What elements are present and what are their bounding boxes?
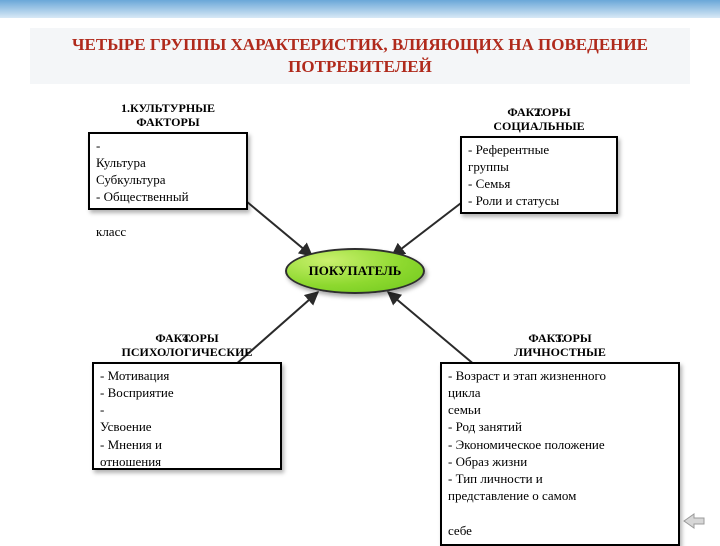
factor-box-social: 2. СОЦИАЛЬНЫЕ ФАКТОРЫ - Референтные груп… (460, 104, 618, 214)
nav-back-icon[interactable] (682, 512, 706, 530)
factor-box-personal: 3. ЛИЧНОСТНЫЕ ФАКТОРЫ - Возраст и этап ж… (440, 330, 680, 546)
box2-header: 2. СОЦИАЛЬНЫЕ ФАКТОРЫ (460, 104, 618, 136)
diagram-stage: ПОКУПАТЕЛЬ 1.КУЛЬТУРНЫЕ ФАКТОРЫ -Культур… (0, 0, 720, 540)
center-node-buyer: ПОКУПАТЕЛЬ (285, 248, 425, 294)
box1-body: -КультураСубкультура- Общественный класс (88, 132, 248, 210)
center-label: ПОКУПАТЕЛЬ (309, 263, 402, 279)
box2-body: - Референтные группы- Семья- Роли и стат… (460, 136, 618, 214)
box3-header: 3. ЛИЧНОСТНЫЕ ФАКТОРЫ (440, 330, 680, 362)
factor-box-cultural: 1.КУЛЬТУРНЫЕ ФАКТОРЫ -КультураСубкультур… (88, 100, 248, 210)
factor-box-psychological: 4. ПСИХОЛОГИЧЕСКИЕ ФАКТОРЫ - Мотивация- … (92, 330, 282, 470)
box3-body: - Возраст и этап жизненного цикла семьи-… (440, 362, 680, 546)
box1-header: 1.КУЛЬТУРНЫЕ ФАКТОРЫ (88, 100, 248, 132)
box4-header: 4. ПСИХОЛОГИЧЕСКИЕ ФАКТОРЫ (92, 330, 282, 362)
box4-body: - Мотивация- Восприятие-Усвоение- Мнения… (92, 362, 282, 470)
